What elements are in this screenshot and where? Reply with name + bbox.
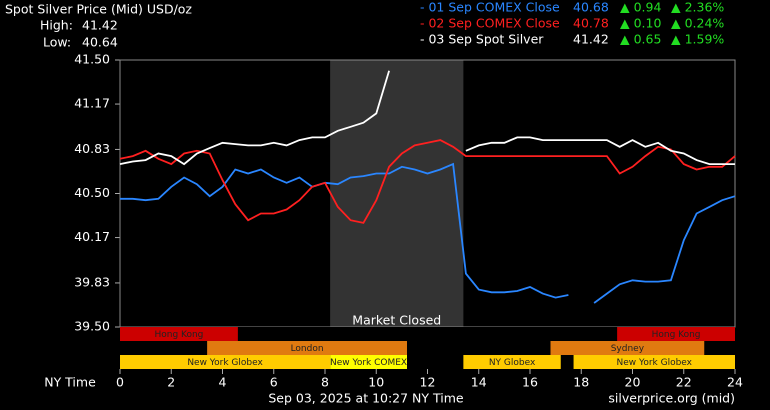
session-bar (330, 355, 407, 369)
session-label: New York Globex (617, 358, 693, 368)
x-axis-label: NY Time (44, 375, 96, 390)
series-line (119, 139, 736, 224)
x-tick-label: 16 (522, 375, 538, 390)
session-label: Hong Kong (652, 330, 701, 340)
session-bar (207, 341, 407, 355)
low-value: 40.64 (82, 35, 118, 50)
legend-change: ▲ 0.65 (620, 32, 661, 47)
legend-close: 40.78 (573, 16, 609, 31)
x-tick-label: 0 (116, 375, 124, 390)
high-value: 41.42 (82, 18, 118, 33)
legend-change: ▲ 0.94 (620, 0, 661, 15)
x-tick-label: 18 (573, 375, 589, 390)
legend-change: ▲ 0.10 (620, 16, 661, 31)
x-tick-label: 12 (420, 375, 436, 390)
y-tick-label: 41.17 (74, 96, 110, 111)
x-tick-label: 8 (321, 375, 329, 390)
y-tick-label: 39.50 (74, 319, 110, 334)
legend-change-pct: ▲ 1.59% (671, 32, 724, 47)
session-bar (573, 355, 735, 369)
series-line (119, 70, 735, 166)
session-bar (550, 341, 705, 355)
legend-name: - 02 Sep COMEX Close (420, 16, 560, 31)
series-line (120, 162, 736, 304)
legend-name: - 01 Sep COMEX Close (420, 0, 560, 15)
session-label: New York COMEX (330, 358, 407, 368)
session-bar (463, 355, 561, 369)
low-label: Low: (43, 35, 71, 50)
y-tick-label: 40.17 (74, 229, 110, 244)
legend-close: 40.68 (573, 0, 609, 15)
session-label: Hong Kong (154, 330, 203, 340)
session-label: NY Globex (489, 358, 536, 368)
legend-change-pct: ▲ 2.36% (671, 0, 724, 15)
x-tick-label: 24 (727, 375, 743, 390)
y-tick-label: 41.50 (74, 52, 110, 67)
footer: Sep 03, 2025 at 10:27 NY Time (268, 391, 464, 406)
legend-name: - 03 Sep Spot Silver (420, 32, 544, 47)
y-tick-label: 40.83 (74, 141, 110, 156)
x-tick-label: 2 (167, 375, 175, 390)
session-bar (120, 355, 331, 369)
session-label: London (291, 344, 324, 354)
annotation: Market Closed (352, 313, 441, 328)
closed-region (330, 60, 464, 327)
y-tick-label: 39.83 (74, 274, 110, 289)
x-tick-label: 4 (219, 375, 227, 390)
x-tick-label: 14 (471, 375, 487, 390)
session-row (120, 327, 735, 341)
source: silverprice.org (mid) (608, 391, 735, 406)
x-tick-label: 10 (368, 375, 384, 390)
x-tick-label: 6 (270, 375, 278, 390)
legend-close: 41.42 (573, 32, 609, 47)
session-label: New York Globex (187, 358, 263, 368)
session-bar (120, 327, 238, 341)
session-label: Sydney (611, 344, 645, 354)
x-tick-label: 22 (676, 375, 692, 390)
chart-title: Spot Silver Price (Mid) USD/oz (5, 2, 192, 17)
x-tick-label: 20 (625, 375, 641, 390)
high-label: High: (40, 18, 73, 33)
session-bar (617, 327, 735, 341)
y-tick-label: 40.50 (74, 185, 110, 200)
legend-change-pct: ▲ 0.24% (671, 16, 724, 31)
